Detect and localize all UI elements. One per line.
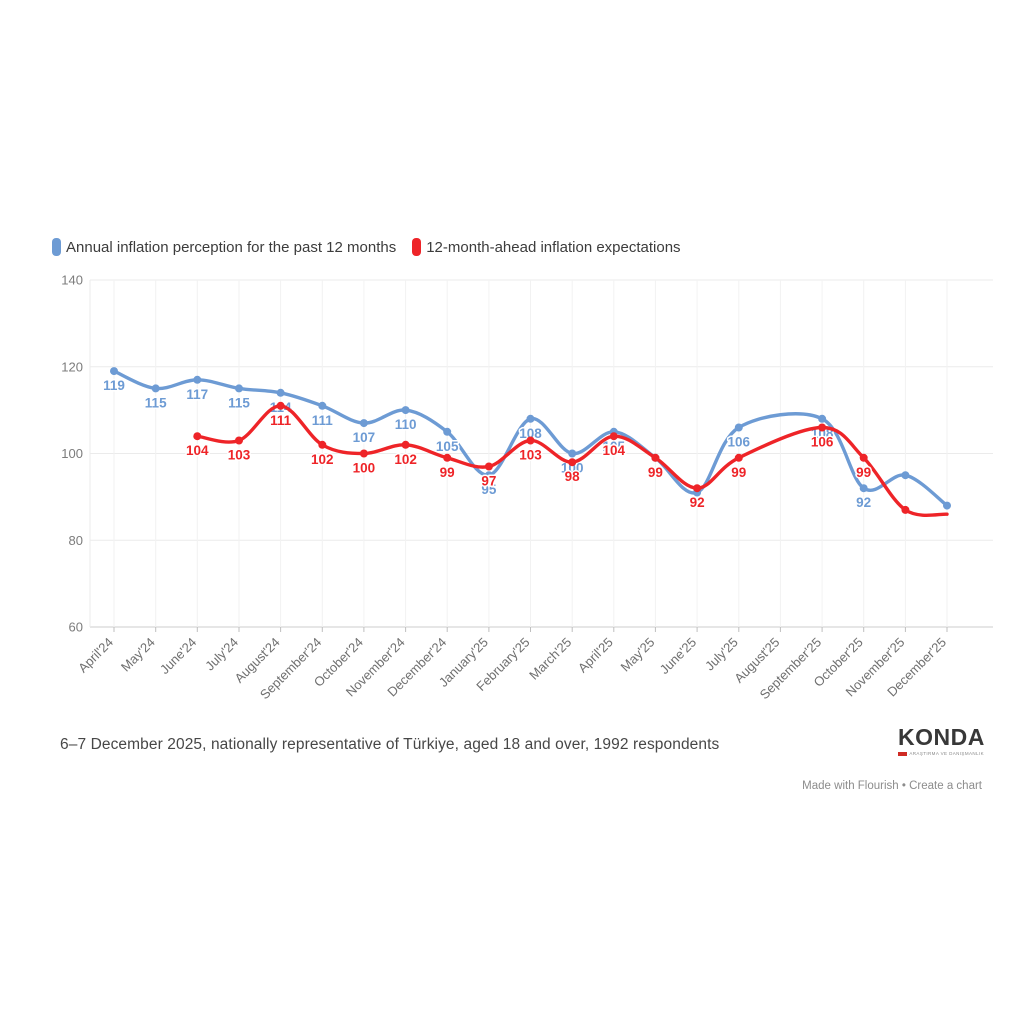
data-point-label: 100 (561, 461, 584, 476)
legend-swatch-blue-icon (52, 238, 61, 256)
credit-separator: • (901, 780, 906, 792)
data-point-label: 104 (186, 443, 209, 458)
x-axis-tick-label: April'24 (75, 635, 116, 676)
data-point-dot[interactable] (110, 367, 118, 376)
data-point-dot[interactable] (443, 427, 452, 436)
data-point-dot[interactable] (401, 406, 410, 415)
data-point-dot[interactable] (734, 453, 743, 462)
data-point-label: 92 (856, 495, 871, 510)
data-point-label: 100 (353, 461, 376, 476)
legend-item-expectations[interactable]: 12-month-ahead inflation expectations (412, 238, 681, 256)
y-axis-tick-label: 60 (69, 620, 83, 635)
data-point-label: 102 (394, 452, 417, 467)
data-point-dot[interactable] (859, 484, 868, 493)
chart-legend: Annual inflation perception for the past… (52, 238, 681, 256)
data-point-label: 117 (186, 387, 208, 402)
data-point-dot[interactable] (318, 440, 327, 449)
data-point-label: 111 (270, 413, 292, 428)
data-point-dot[interactable] (943, 501, 951, 510)
data-point-dot[interactable] (693, 484, 702, 493)
data-point-dot[interactable] (401, 440, 410, 449)
data-point-label: 103 (228, 448, 251, 463)
y-axis-tick-label: 80 (69, 533, 83, 548)
y-axis-tick-label: 140 (61, 273, 83, 288)
legend-item-perception[interactable]: Annual inflation perception for the past… (52, 238, 396, 256)
konda-red-bar-icon (898, 751, 908, 756)
data-point-label: 95 (481, 482, 497, 497)
legend-swatch-red-icon (412, 238, 422, 256)
data-point-dot[interactable] (901, 471, 910, 480)
data-point-label: 105 (603, 439, 626, 454)
x-axis-tick-label: July'25 (702, 635, 741, 674)
data-point-dot[interactable] (526, 414, 535, 423)
x-axis-tick-label: June'25 (657, 635, 700, 678)
made-with-flourish-link[interactable]: Made with Flourish (802, 780, 899, 792)
data-point-dot[interactable] (276, 401, 285, 410)
data-point-dot[interactable] (901, 505, 910, 514)
data-point-dot[interactable] (359, 419, 368, 428)
konda-logo: KONDA ARAŞTIRMA VE DANIŞMANLIK (898, 726, 984, 756)
x-axis-tick-label: April'25 (575, 635, 616, 676)
y-axis-tick-label: 100 (61, 446, 83, 461)
data-point-dot[interactable] (235, 436, 243, 445)
data-point-dot[interactable] (151, 384, 160, 393)
data-point-dot[interactable] (318, 401, 327, 410)
data-point-label: 98 (565, 469, 581, 484)
data-point-label: 115 (228, 395, 250, 410)
create-a-chart-link[interactable]: Create a chart (909, 780, 982, 792)
data-point-label: 104 (603, 443, 626, 458)
line-chart: 140 120 100 80 60 April'24 May'24 June'24 July'2… (0, 255, 1024, 725)
data-point-label: 92 (690, 495, 705, 510)
data-point-dot[interactable] (651, 453, 660, 462)
data-point-dot[interactable] (443, 453, 452, 462)
data-point-dot[interactable] (359, 449, 368, 458)
legend-label-perception: Annual inflation perception for the past… (66, 238, 397, 256)
konda-wordmark: KONDA (898, 724, 985, 750)
data-point-label: 99 (440, 465, 455, 480)
data-point-label: 102 (311, 452, 334, 467)
x-axis-tick-label: June'24 (157, 635, 200, 678)
flourish-credit: Made with Flourish • Create a chart (802, 780, 982, 792)
legend-label-expectations: 12-month-ahead inflation expectations (426, 238, 681, 256)
chart-footnote: 6–7 December 2025, nationally representa… (60, 736, 720, 753)
data-point-label: 97 (481, 474, 496, 489)
data-point-label: 99 (648, 465, 663, 480)
data-point-dot[interactable] (484, 471, 493, 480)
y-axis-tick-label: 120 (61, 359, 83, 374)
data-point-dot[interactable] (734, 423, 743, 432)
data-point-dot[interactable] (276, 388, 285, 397)
data-point-label: 107 (353, 430, 376, 445)
data-point-label: 108 (519, 426, 542, 441)
data-point-label: 111 (312, 413, 334, 428)
data-point-label: 105 (436, 439, 459, 454)
data-point-label: 110 (395, 417, 417, 432)
data-point-dot[interactable] (609, 432, 618, 441)
data-point-dot[interactable] (235, 384, 243, 393)
data-point-label: 119 (103, 378, 125, 393)
data-point-dot[interactable] (526, 436, 535, 445)
data-point-dot[interactable] (818, 414, 827, 423)
x-axis-tick-label: May'25 (618, 635, 658, 675)
data-point-dot[interactable] (568, 458, 577, 467)
konda-tagline: ARAŞTIRMA VE DANIŞMANLIK (909, 751, 984, 756)
data-point-dot[interactable] (193, 432, 202, 441)
data-point-dot[interactable] (818, 423, 827, 432)
x-axis-tick-label: July'24 (202, 635, 241, 674)
data-point-label: 115 (145, 395, 167, 410)
x-axis-tick-label: May'24 (118, 635, 158, 675)
data-point-dot[interactable] (193, 375, 202, 384)
x-axis-tick-label: March'25 (526, 635, 574, 683)
data-point-dot[interactable] (859, 453, 868, 462)
data-point-dot[interactable] (568, 449, 577, 458)
data-point-label: 106 (811, 435, 834, 450)
data-point-label: 99 (731, 465, 746, 480)
data-point-dot[interactable] (484, 462, 493, 471)
data-point-label: 99 (856, 465, 871, 480)
data-point-label: 103 (519, 448, 542, 463)
data-point-label: 106 (728, 435, 751, 450)
